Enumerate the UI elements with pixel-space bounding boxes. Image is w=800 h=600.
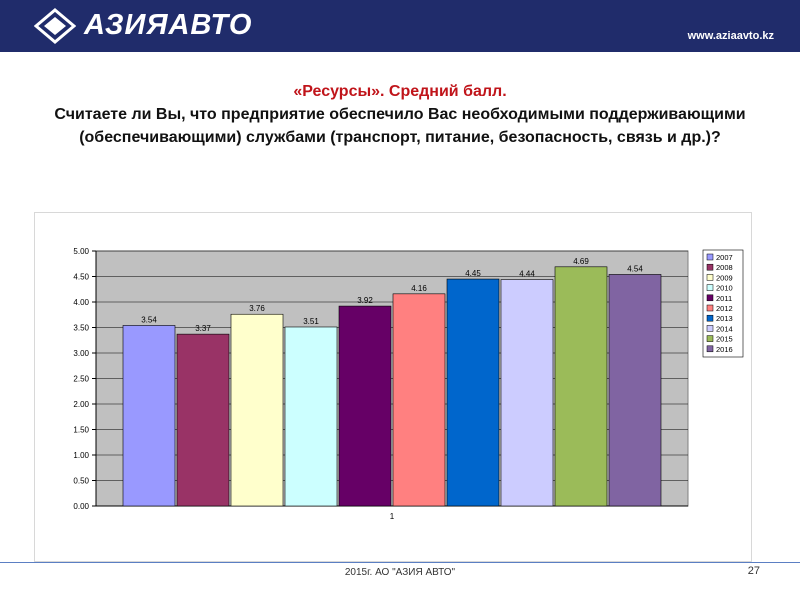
legend-swatch-2013 [706,314,714,322]
bar-2014 [500,279,554,507]
slide-title: «Ресурсы». Средний балл. Считаете ли Вы,… [40,80,760,149]
chart-frame: 0.00 0.50 1.00 1.50 2.00 2.50 3.00 3.50 4.00 4.50… [34,212,752,562]
y-tick-label: 1.00 [73,451,89,460]
bar-2016 [608,274,662,507]
legend-swatch-2015 [706,335,714,342]
y-tick-label: 3.00 [73,349,89,358]
bar-2009 [230,313,284,507]
data-label-2013: 4.45 [465,269,481,278]
y-tick-label: 2.50 [73,375,89,384]
y-tick-label: 4.00 [73,298,89,307]
legend-swatch-2010 [706,284,714,291]
data-label-2007: 3.54 [141,315,157,324]
legend-label-2009: 2009 [716,273,733,282]
legend-label-2011: 2011 [716,294,732,303]
bar-2011 [338,305,392,507]
legend-label-2014: 2014 [716,324,733,333]
bar-2008 [176,333,230,507]
legend-label-2010: 2010 [716,284,733,293]
data-label-2012: 4.16 [411,284,427,293]
data-label-2014: 4.44 [519,270,535,279]
legend-swatch-2011 [706,294,714,302]
legend-label-2016: 2016 [716,345,733,354]
bar-2010 [284,326,338,507]
data-label-2008: 3.37 [195,324,211,333]
bar-chart: 0.00 0.50 1.00 1.50 2.00 2.50 3.00 3.50 4.00 4.50… [73,247,744,521]
legend-label-2008: 2008 [716,263,733,272]
y-tick-label: 1.50 [73,426,89,435]
y-tick-label: 5.00 [73,247,89,256]
legend-swatch-2009 [706,274,714,281]
legend-swatch-2012 [706,304,714,312]
y-tick-label: 0.00 [73,502,89,511]
footer-copyright: 2015г. АО "АЗИЯ АВТО" [344,567,456,578]
legend-label-2007: 2007 [716,253,733,262]
slide-title-question: Считаете ли Вы, что предприятие обеспечи… [54,106,746,146]
y-tick-label: 4.50 [73,273,89,282]
x-tick-label: 1 [390,512,395,521]
y-tick-label: 2.00 [73,400,89,409]
y-tick-label: 0.50 [73,477,89,486]
data-label-2015: 4.69 [573,257,589,266]
bar-2012 [392,293,446,507]
logo-mark-icon [34,8,76,44]
data-label-2010: 3.51 [303,317,319,326]
site-url-link[interactable]: www.aziaavto.kz [687,30,774,42]
footer-divider [0,562,800,563]
bar-2013 [446,278,500,507]
data-label-2016: 4.54 [627,264,643,273]
header-bar: АЗИЯАВТО www.aziaavto.kz [0,0,800,52]
legend-label-2013: 2013 [716,314,733,323]
page-number: 27 [747,565,760,577]
legend-swatch-2014 [706,325,714,332]
legend-swatch-2008 [706,263,714,271]
slide-title-line1: «Ресурсы». Средний балл. [293,83,507,100]
logo-text: АЗИЯАВТО [84,9,253,41]
legend-label-2015: 2015 [716,335,733,344]
legend-swatch-2016 [706,345,714,353]
y-tick-label: 3.50 [73,324,89,333]
data-label-2009: 3.76 [249,304,265,313]
bar-2015 [554,266,608,507]
legend-swatch-2007 [706,253,714,261]
bar-2007 [122,325,176,507]
data-label-2011: 3.92 [357,296,373,305]
legend-label-2012: 2012 [716,304,733,313]
